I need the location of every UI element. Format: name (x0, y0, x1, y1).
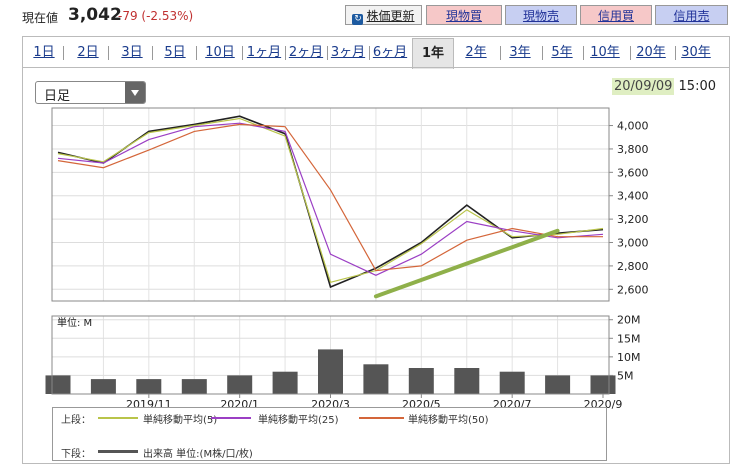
tab-10y[interactable]: 10年 (590, 45, 620, 60)
tab-2d[interactable]: 2日 (77, 45, 99, 60)
tab-divider (108, 46, 109, 60)
tab-1y[interactable]: 1年 (412, 38, 454, 69)
tab-3d[interactable]: 3日 (121, 45, 143, 60)
tab-3y[interactable]: 3年 (509, 45, 531, 60)
tab-divider (196, 46, 197, 60)
tab-divider (152, 46, 153, 60)
tab-30y[interactable]: 30年 (681, 45, 711, 60)
chart-legend: 上段： 単純移動平均(5) 単純移動平均(25) 単純移動平均(50) 下段： … (52, 407, 607, 461)
tab-2m[interactable]: 2ヶ月 (288, 45, 324, 60)
legend-ma50: 単純移動平均(50) (408, 415, 489, 426)
price-label: 現在値 (22, 11, 59, 25)
tab-divider (500, 46, 501, 60)
price-change: -79 (-2.53%) (118, 9, 194, 23)
tab-10d[interactable]: 10日 (205, 45, 235, 60)
current-price: 3,042 (68, 5, 122, 25)
tab-divider (542, 46, 543, 60)
tab-20y[interactable]: 20年 (636, 45, 666, 60)
tab-5y[interactable]: 5年 (551, 45, 573, 60)
cash-buy-button[interactable]: 現物買 (426, 5, 502, 25)
period-tabs: 1日 2日 3日 5日 10日 1ヶ月 2ヶ月 3ヶ月 6ヶ月 1年 2年 3年… (22, 38, 730, 69)
tab-baseline (22, 67, 730, 68)
last-updated-date: 20/09/09 (612, 78, 675, 95)
tab-divider (63, 46, 64, 60)
tab-5d[interactable]: 5日 (164, 45, 186, 60)
legend-ma5-swatch (98, 417, 138, 419)
quote-bar: 現在値 3,042 -79 (-2.53%) ↻ 株価更新 現物買 現物売 信用買… (0, 0, 736, 32)
legend-lower-label: 下段： (61, 449, 91, 460)
tab-divider (369, 46, 370, 60)
period-select-value: 日足 (44, 89, 71, 104)
chevron-down-icon (125, 82, 145, 103)
legend-ma5: 単純移動平均(5) (143, 415, 218, 426)
tab-divider (630, 46, 631, 60)
tab-6m[interactable]: 6ヶ月 (372, 45, 408, 60)
last-updated-time: 15:00 (678, 79, 716, 94)
legend-upper-label: 上段： (61, 415, 91, 426)
tab-1d[interactable]: 1日 (33, 45, 55, 60)
update-price-button[interactable]: ↻ 株価更新 (345, 5, 422, 25)
margin-buy-button[interactable]: 信用買 (580, 5, 652, 25)
legend-ma50-swatch (359, 417, 404, 419)
period-select[interactable]: 日足 (35, 81, 146, 104)
tab-divider (285, 46, 286, 60)
legend-ma25-swatch (211, 417, 251, 419)
legend-volume: 出来高 単位:(M株/口/枚) (143, 449, 253, 460)
tab-1m[interactable]: 1ヶ月 (246, 45, 282, 60)
tab-2y[interactable]: 2年 (465, 45, 487, 60)
refresh-icon: ↻ (352, 14, 364, 25)
tab-divider (242, 46, 243, 60)
margin-sell-button[interactable]: 信用売 (655, 5, 728, 25)
tab-3m[interactable]: 3ヶ月 (330, 45, 366, 60)
legend-ma25: 単純移動平均(25) (258, 415, 339, 426)
last-updated: 20/09/09 15:00 (612, 78, 716, 95)
tab-divider (675, 46, 676, 60)
tab-divider (583, 46, 584, 60)
cash-sell-button[interactable]: 現物売 (505, 5, 577, 25)
legend-volume-swatch (98, 450, 138, 453)
tab-divider (327, 46, 328, 60)
